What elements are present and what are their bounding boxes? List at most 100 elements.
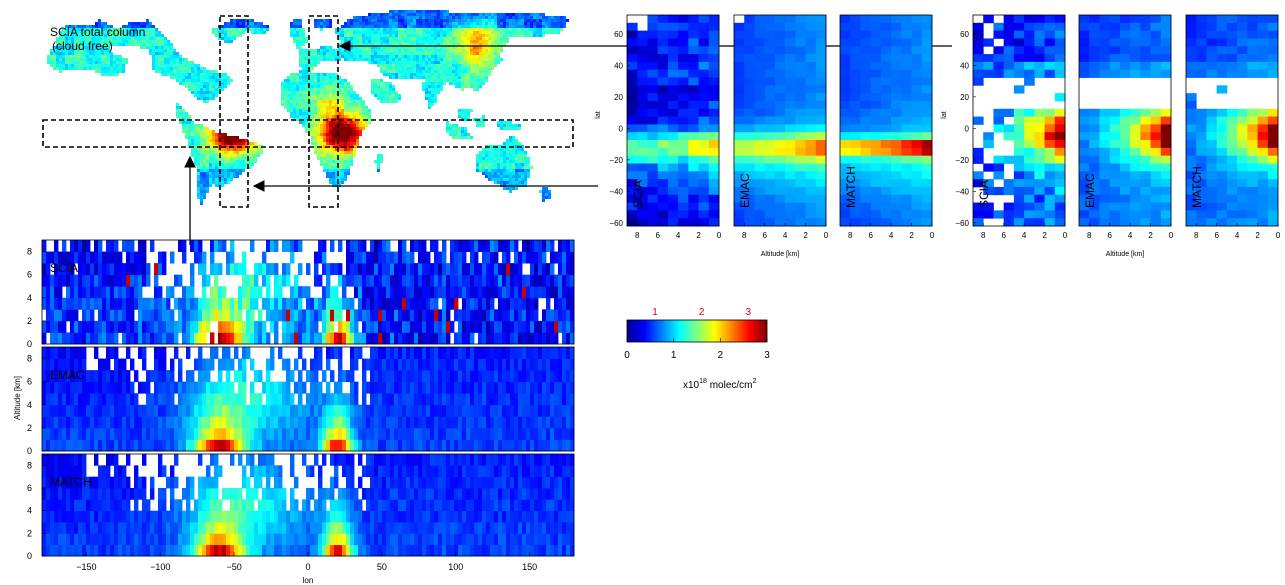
map-cell: [179, 112, 182, 115]
map-cell: [410, 58, 413, 61]
map-cell: [236, 163, 239, 166]
map-cell: [101, 40, 104, 43]
map-cell: [158, 43, 161, 46]
map-cell: [371, 85, 374, 88]
map-cell: [440, 64, 443, 67]
map-cell: [236, 28, 239, 31]
map-cell: [356, 46, 359, 49]
heatmap-cell: [386, 251, 391, 264]
map-cell: [239, 19, 242, 22]
heatmap-cell: [414, 297, 419, 310]
map-cell: [317, 94, 320, 97]
heatmap-cell: [230, 240, 235, 252]
map-cell: [383, 61, 386, 64]
map-cell: [302, 91, 305, 94]
map-cell: [314, 97, 317, 100]
map-cell: [197, 151, 200, 154]
heatmap-cell: [458, 309, 463, 322]
map-cell: [440, 16, 443, 19]
heatmap-cell: [322, 320, 327, 333]
map-cell: [218, 181, 221, 184]
map-cell: [407, 13, 410, 16]
map-cell: [227, 25, 230, 28]
map-cell: [530, 13, 533, 16]
map-cell: [206, 136, 209, 139]
map-cell: [527, 163, 530, 166]
map-cell: [515, 25, 518, 28]
map-cell: [239, 166, 242, 169]
map-cell: [227, 79, 230, 82]
map-cell: [500, 154, 503, 157]
map-cell: [74, 40, 77, 43]
map-cell: [356, 43, 359, 46]
map-cell: [440, 82, 443, 85]
map-cell: [122, 61, 125, 64]
heatmap-cell: [522, 297, 527, 310]
map-cell: [488, 160, 491, 163]
heatmap-cell: [62, 404, 67, 417]
heatmap-cell: [570, 332, 575, 345]
heatmap-cell: [370, 332, 375, 345]
map-cell: [65, 58, 68, 61]
map-cell: [215, 70, 218, 73]
map-cell: [374, 16, 377, 19]
map-cell: [209, 178, 212, 181]
heatmap-cell: [46, 416, 51, 429]
heatmap-cell: [434, 240, 439, 252]
heatmap-cell: [202, 297, 207, 310]
map-cell: [203, 178, 206, 181]
map-cell: [491, 145, 494, 148]
map-cell: [455, 127, 458, 130]
map-cell: [215, 184, 218, 187]
map-cell: [380, 43, 383, 46]
heatmap-cell: [90, 274, 95, 287]
map-cell: [86, 34, 89, 37]
map-cell: [497, 49, 500, 52]
map-cell: [203, 136, 206, 139]
map-cell: [341, 52, 344, 55]
heatmap-cell: [74, 332, 79, 345]
map-cell: [380, 34, 383, 37]
map-cell: [167, 70, 170, 73]
map-cell: [419, 19, 422, 22]
map-cell: [329, 49, 332, 52]
map-cell: [320, 157, 323, 160]
map-cell: [398, 28, 401, 31]
map-cell: [482, 13, 485, 16]
map-cell: [287, 103, 290, 106]
map-cell: [224, 175, 227, 178]
map-cell: [242, 139, 245, 142]
map-cell: [95, 37, 98, 40]
map-cell: [515, 166, 518, 169]
heatmap-cell: [422, 297, 427, 310]
map-cell: [200, 124, 203, 127]
map-cell: [140, 25, 143, 28]
map-cell: [521, 13, 524, 16]
map-cell: [509, 151, 512, 154]
heatmap-cell: [230, 251, 235, 264]
heatmap-cell: [50, 347, 55, 359]
map-cell: [140, 40, 143, 43]
map-cell: [314, 130, 317, 133]
map-cell: [434, 16, 437, 19]
heatmap-cell: [338, 332, 343, 345]
map-cell: [500, 178, 503, 181]
map-cell: [71, 25, 74, 28]
map-cell: [230, 154, 233, 157]
map-cell: [446, 121, 449, 124]
heatmap-cell: [566, 263, 571, 276]
map-cell: [212, 157, 215, 160]
map-cell: [194, 127, 197, 130]
map-cell: [329, 124, 332, 127]
heatmap-cell: [394, 286, 399, 299]
heatmap-cell: [362, 332, 367, 345]
map-cell: [368, 22, 371, 25]
map-cell: [110, 43, 113, 46]
map-cell: [428, 88, 431, 91]
map-cell: [350, 163, 353, 166]
heatmap-cell: [58, 381, 63, 394]
map-cell: [74, 31, 77, 34]
map-cell: [545, 16, 548, 19]
map-cell: [203, 154, 206, 157]
heatmap-cell: [282, 320, 287, 333]
